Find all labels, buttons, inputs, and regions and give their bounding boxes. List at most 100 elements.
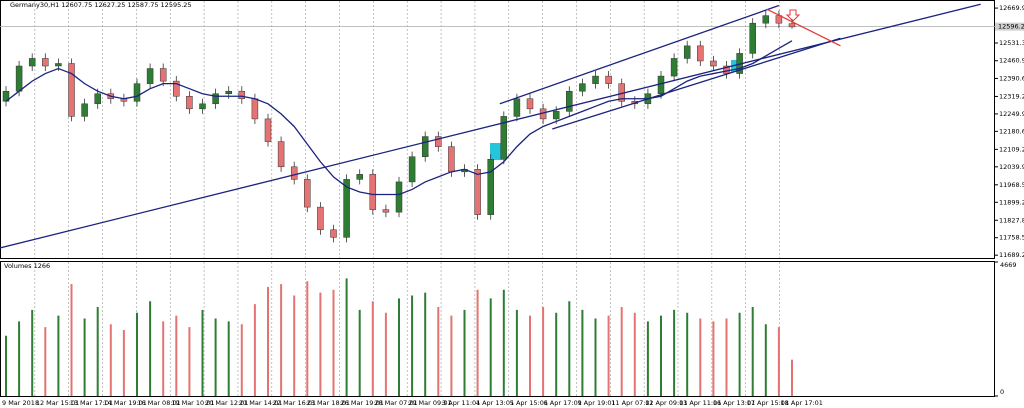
y-tick-label: 11899.20 — [999, 198, 1024, 206]
candle-body — [500, 116, 508, 160]
candle-body — [474, 169, 481, 215]
candle-body — [330, 229, 337, 238]
y-tick-label: 12669.90 — [999, 4, 1024, 12]
candle-body — [68, 63, 75, 117]
x-tick-label: 6 Apr 17:01 — [544, 399, 582, 407]
moving-average — [5, 40, 793, 196]
candle-body — [251, 98, 259, 120]
candle-body — [225, 90, 232, 94]
candle-body — [317, 206, 324, 231]
candle-body — [670, 58, 678, 77]
candle-body — [762, 15, 770, 24]
candle-body — [186, 95, 193, 110]
x-tick-label: 11 Apr 07:01 — [611, 399, 653, 407]
candle-body — [55, 63, 62, 67]
x-tick-label: 26 Mar 19:01 — [341, 399, 384, 407]
candle-body — [579, 83, 586, 92]
y-tick-label: 12039.90 — [999, 163, 1024, 171]
candle-body — [94, 93, 101, 105]
candle-body — [435, 136, 442, 147]
candle-body — [513, 98, 521, 117]
x-tick-label: 16 Apr 13:01 — [713, 399, 755, 407]
candle-body — [290, 166, 298, 180]
x-tick-label: 17 Apr 15:01 — [747, 399, 789, 407]
x-tick-label: 9 Apr 19:01 — [577, 399, 615, 407]
candle-body — [81, 103, 88, 117]
candle-body — [28, 58, 36, 67]
marks — [0, 3, 981, 396]
candle-body — [277, 141, 285, 168]
y-tick-label: 11689.20 — [999, 251, 1024, 259]
x-tick-label: 14 Mar 19:01 — [104, 399, 147, 407]
x-tick-label: 16 Mar 08:01 — [137, 399, 180, 407]
x-tick-label: 29 Mar 09:01 — [408, 399, 451, 407]
trendline — [552, 37, 841, 130]
x-tick-label: 12 Apr 09:01 — [645, 399, 687, 407]
x-tick-label: 20 Mar 12:01 — [205, 399, 248, 407]
candle-body — [710, 60, 717, 67]
x-tick-label: 12 Mar 15:01 — [36, 399, 79, 407]
x-tick-label: 5 Apr 15:01 — [510, 399, 548, 407]
price-panel-frame — [0, 0, 995, 259]
trendline — [499, 4, 780, 105]
current-price-label: 12596.25 — [998, 23, 1024, 31]
y-tick-label: 11827.80 — [999, 216, 1024, 224]
candle-body — [146, 68, 154, 84]
candle-body — [264, 118, 272, 142]
y-tick-label: 11758.50 — [999, 234, 1024, 242]
chart-title: Germany30,H1 12607.75 12627.25 12587.75 … — [10, 1, 192, 9]
x-tick-label: 22 Mar 16:01 — [273, 399, 316, 407]
x-tick-label: 13 Apr 11:01 — [679, 399, 721, 407]
y-tick-label: 12109.20 — [999, 145, 1024, 153]
candle-body — [487, 158, 494, 215]
candle-body — [697, 45, 704, 62]
candle-body — [788, 23, 796, 28]
candle-body — [212, 93, 219, 105]
candle-body — [238, 90, 246, 100]
candle-body — [448, 146, 455, 173]
y-tick-label: 12531.30 — [999, 39, 1024, 47]
y-tick-label: 12180.60 — [999, 127, 1024, 135]
candle-body — [356, 174, 363, 180]
candle-body — [382, 209, 390, 213]
current-price-box — [995, 22, 1024, 31]
candle-body — [552, 111, 560, 120]
y-tick-label: 11968.50 — [999, 181, 1024, 189]
candle-body — [159, 68, 167, 82]
candle-body — [605, 75, 612, 84]
highlight-box — [490, 143, 502, 160]
trendline — [766, 8, 841, 47]
x-tick-label: 3 Apr 11:01 — [442, 399, 480, 407]
candle-body — [395, 181, 403, 213]
sell-arrow — [785, 9, 801, 22]
x-tick-label: 19 Mar 10:01 — [171, 399, 214, 407]
x-tick-label: 28 Mar 07:01 — [374, 399, 417, 407]
y-tick-label: 12319.20 — [999, 92, 1024, 100]
volume-label: Volumes 1266 — [4, 262, 50, 270]
candle-body — [749, 22, 756, 54]
candle-body — [683, 45, 691, 59]
volume-tick-label: 0 — [1000, 388, 1004, 396]
candle-body — [421, 136, 429, 157]
y-tick-label: 12249.90 — [999, 110, 1024, 118]
candle-body — [199, 103, 206, 110]
volume-tick-label: 4669 — [1000, 261, 1017, 269]
candle-body — [369, 174, 377, 210]
y-tick-label: 12460.90 — [999, 57, 1024, 65]
x-tick-label: 13 Mar 17:01 — [70, 399, 113, 407]
x-tick-label: 21 Mar 14:01 — [239, 399, 282, 407]
candle-body — [15, 65, 23, 92]
candle-body — [133, 83, 141, 102]
candle-body — [42, 58, 49, 67]
x-tick-label: 23 Mar 18:01 — [307, 399, 350, 407]
x-tick-label: 18 Apr 17:01 — [781, 399, 823, 407]
candle-body — [343, 179, 350, 238]
candle-body — [526, 98, 534, 110]
grid — [0, 1, 998, 397]
volume-panel-frame — [0, 261, 995, 397]
x-tick-label: 4 Apr 13:01 — [476, 399, 514, 407]
y-tick-label: 12390.60 — [999, 74, 1024, 82]
